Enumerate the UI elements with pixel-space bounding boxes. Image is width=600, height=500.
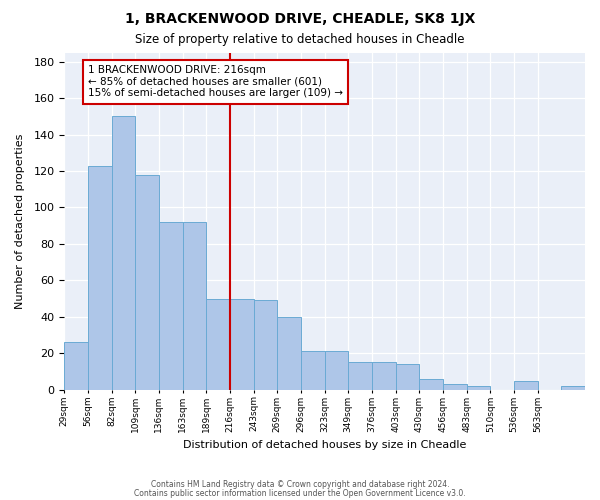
Bar: [348, 362, 372, 390]
Y-axis label: Number of detached properties: Number of detached properties: [15, 134, 25, 309]
Bar: [88, 166, 112, 390]
Bar: [159, 222, 182, 390]
Bar: [514, 380, 538, 390]
X-axis label: Distribution of detached houses by size in Cheadle: Distribution of detached houses by size …: [183, 440, 466, 450]
Text: Contains public sector information licensed under the Open Government Licence v3: Contains public sector information licen…: [134, 488, 466, 498]
Bar: [419, 379, 443, 390]
Bar: [112, 116, 135, 390]
Bar: [206, 298, 230, 390]
Bar: [325, 352, 348, 390]
Text: 1, BRACKENWOOD DRIVE, CHEADLE, SK8 1JX: 1, BRACKENWOOD DRIVE, CHEADLE, SK8 1JX: [125, 12, 475, 26]
Bar: [372, 362, 395, 390]
Bar: [230, 298, 254, 390]
Bar: [301, 352, 325, 390]
Bar: [254, 300, 277, 390]
Bar: [562, 386, 585, 390]
Text: 1 BRACKENWOOD DRIVE: 216sqm
← 85% of detached houses are smaller (601)
15% of se: 1 BRACKENWOOD DRIVE: 216sqm ← 85% of det…: [88, 66, 343, 98]
Bar: [182, 222, 206, 390]
Text: Contains HM Land Registry data © Crown copyright and database right 2024.: Contains HM Land Registry data © Crown c…: [151, 480, 449, 489]
Bar: [443, 384, 467, 390]
Bar: [467, 386, 490, 390]
Bar: [395, 364, 419, 390]
Bar: [135, 174, 159, 390]
Text: Size of property relative to detached houses in Cheadle: Size of property relative to detached ho…: [135, 32, 465, 46]
Bar: [277, 317, 301, 390]
Bar: [64, 342, 88, 390]
